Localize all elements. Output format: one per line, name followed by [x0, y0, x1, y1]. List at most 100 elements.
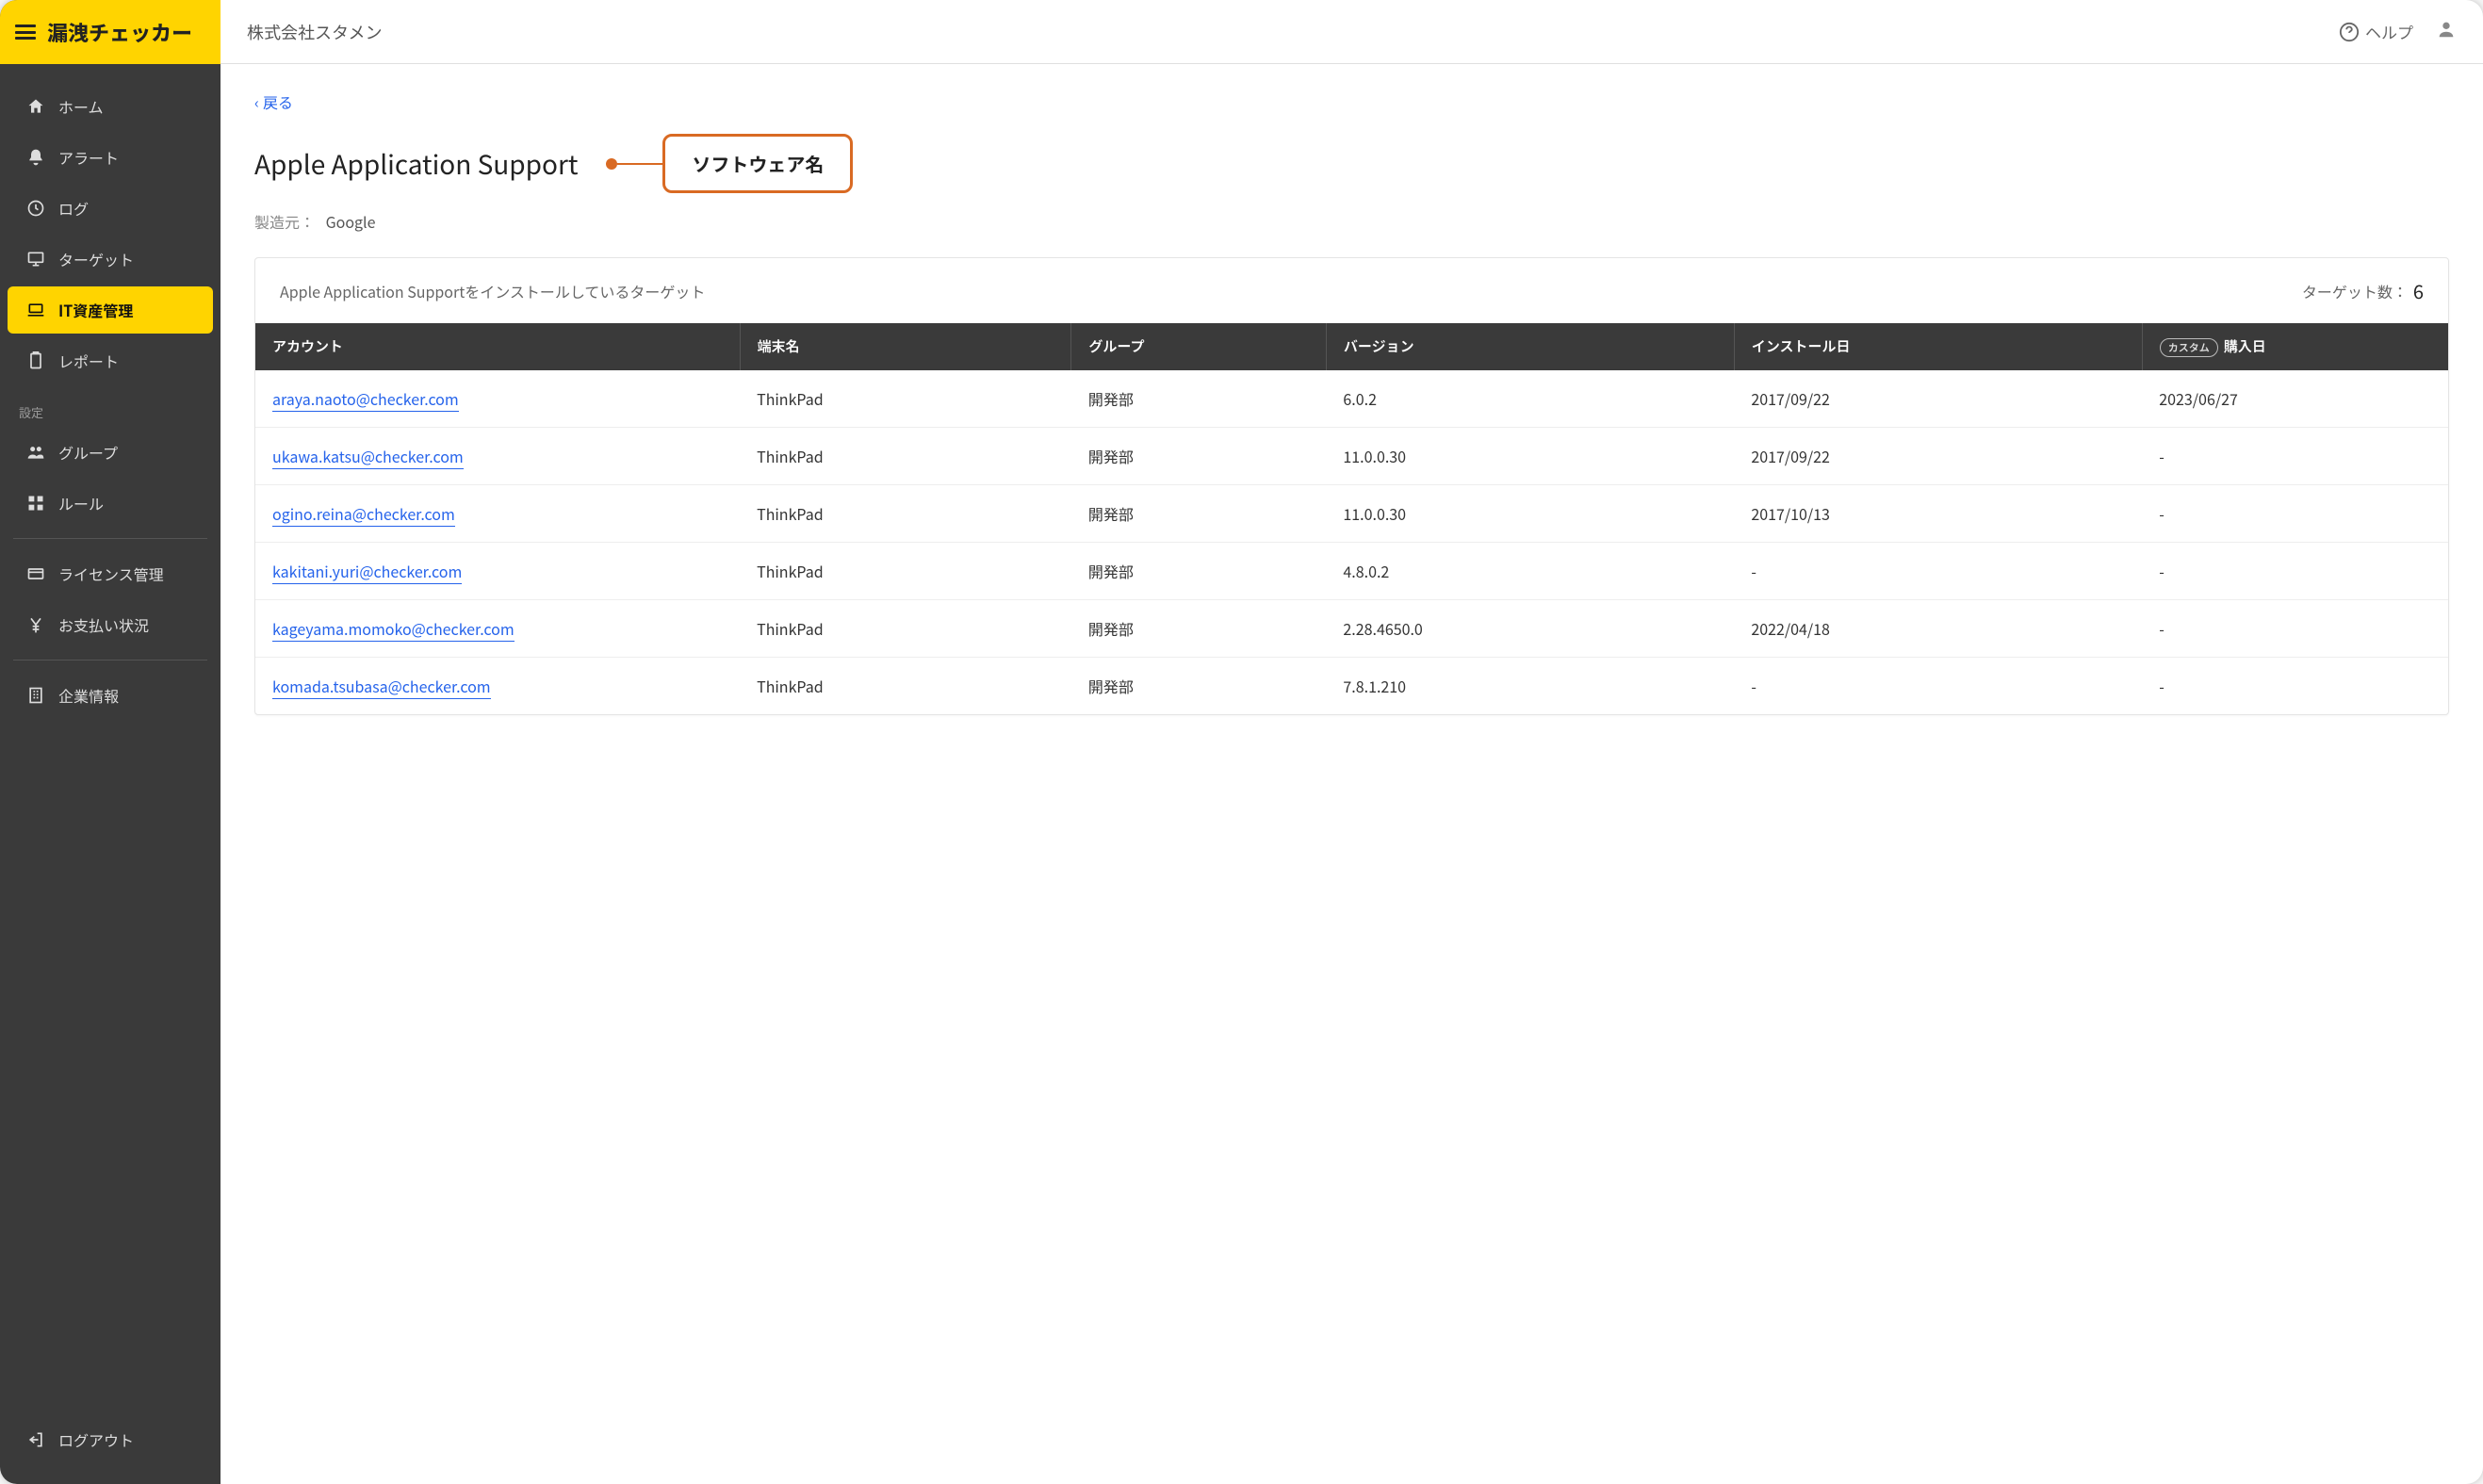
cell-account: komada.tsubasa@checker.com [255, 657, 740, 714]
help-icon [2339, 22, 2360, 42]
sidebar-item-label: 企業情報 [58, 684, 119, 707]
sidebar-nav: ホーム アラート ログ ターゲット IT資産管理 レポート 設 [0, 64, 221, 1484]
column-version[interactable]: バージョン [1326, 323, 1734, 370]
sidebar-item-label: ルール [58, 492, 104, 514]
column-label: 購入日 [2224, 336, 2266, 356]
column-purchase_date[interactable]: カスタム購入日 [2142, 323, 2448, 370]
custom-badge: カスタム [2160, 338, 2218, 357]
org-name: 株式会社スタメン [247, 20, 382, 44]
sidebar-item-label: グループ [58, 441, 118, 464]
cell-group: 開発部 [1071, 657, 1327, 714]
page-title: Apple Application Support [254, 145, 578, 183]
cell-version: 6.0.2 [1326, 370, 1734, 428]
table-row: komada.tsubasa@checker.com ThinkPad開発部7.8… [255, 657, 2448, 714]
cell-install_date: 2017/10/13 [1734, 484, 2142, 542]
yen-icon [26, 615, 45, 634]
sidebar-item-alert[interactable]: アラート [8, 134, 213, 181]
sidebar-item-company[interactable]: 企業情報 [8, 672, 213, 719]
sidebar-item-log[interactable]: ログ [8, 185, 213, 232]
user-menu[interactable] [2436, 19, 2457, 45]
cell-host: ThinkPad [740, 542, 1071, 599]
cell-host: ThinkPad [740, 484, 1071, 542]
callout-dot [606, 158, 617, 170]
count-value: 6 [2413, 277, 2424, 304]
column-account[interactable]: アカウント [255, 323, 740, 370]
account-link[interactable]: ukawa.katsu@checker.com [272, 445, 464, 469]
cell-version: 11.0.0.30 [1326, 484, 1734, 542]
monitor-icon [26, 250, 45, 269]
account-link[interactable]: komada.tsubasa@checker.com [272, 675, 491, 699]
account-link[interactable]: ogino.reina@checker.com [272, 502, 455, 527]
sidebar-item-label: ログ [58, 197, 89, 220]
sidebar-item-target[interactable]: ターゲット [8, 236, 213, 283]
menu-toggle-icon[interactable] [15, 24, 36, 40]
sidebar-item-group[interactable]: グループ [8, 429, 213, 476]
table-row: kageyama.momoko@checker.comThinkPad開発部2.… [255, 599, 2448, 657]
cell-account: ogino.reina@checker.com [255, 484, 740, 542]
topbar: 株式会社スタメン ヘルプ [221, 0, 2483, 64]
cell-account: kageyama.momoko@checker.com [255, 599, 740, 657]
panel-header: Apple Application Support をインストールしているターゲ… [255, 258, 2448, 323]
sidebar-item-it-asset[interactable]: IT資産管理 [8, 286, 213, 334]
table-row: ogino.reina@checker.comThinkPad開発部11.0.0… [255, 484, 2448, 542]
cell-account: kakitani.yuri@checker.com [255, 542, 740, 599]
sidebar-item-label: IT資産管理 [58, 299, 133, 321]
building-icon [26, 686, 45, 705]
cell-group: 開発部 [1071, 542, 1327, 599]
cell-purchase_date: - [2142, 484, 2448, 542]
table-row: kakitani.yuri@checker.com ThinkPad開発部4.8.… [255, 542, 2448, 599]
sidebar-item-payment[interactable]: お支払い状況 [8, 601, 213, 648]
cell-version: 4.8.0.2 [1326, 542, 1734, 599]
column-label: グループ [1088, 336, 1144, 356]
sidebar-item-rule[interactable]: ルール [8, 480, 213, 527]
count-label: ターゲット数： [2302, 280, 2408, 302]
callout-box: ソフトウェア名 [662, 134, 853, 193]
cell-host: ThinkPad [740, 657, 1071, 714]
cell-purchase_date: - [2142, 427, 2448, 484]
sidebar-item-label: ログアウト [58, 1428, 134, 1451]
table-row: araya.naoto@checker.comThinkPad開発部6.0.22… [255, 370, 2448, 428]
sidebar-item-label: ライセンス管理 [58, 563, 164, 585]
panel-caption-suffix: をインストールしているターゲット [465, 280, 705, 302]
cell-purchase_date: - [2142, 542, 2448, 599]
column-host[interactable]: 端末名 [740, 323, 1071, 370]
cell-version: 7.8.1.210 [1326, 657, 1734, 714]
column-label: アカウント [272, 336, 343, 356]
content: ‹ 戻る Apple Application Support ソフトウェア名 製… [221, 64, 2483, 1484]
laptop-icon [26, 301, 45, 319]
table-row: ukawa.katsu@checker.comThinkPad開発部11.0.0… [255, 427, 2448, 484]
help-link[interactable]: ヘルプ [2339, 20, 2413, 43]
column-label: インストール日 [1752, 336, 1851, 356]
cell-install_date: - [1734, 657, 2142, 714]
cell-install_date: 2022/04/18 [1734, 599, 2142, 657]
manufacturer-value: Google [326, 210, 376, 233]
clipboard-icon [26, 351, 45, 370]
callout-line [617, 163, 662, 165]
main-area: 株式会社スタメン ヘルプ ‹ 戻る Apple Application Supp… [221, 0, 2483, 1484]
account-link[interactable]: kakitani.yuri@checker.com [272, 560, 462, 584]
chevron-left-icon: ‹ [254, 90, 259, 113]
sidebar-item-home[interactable]: ホーム [8, 83, 213, 130]
cell-group: 開発部 [1071, 599, 1327, 657]
manufacturer-label: 製造元： [254, 210, 315, 233]
sidebar-item-license[interactable]: ライセンス管理 [8, 550, 213, 597]
cell-version: 11.0.0.30 [1326, 427, 1734, 484]
column-install_date[interactable]: インストール日 [1734, 323, 2142, 370]
column-group[interactable]: グループ [1071, 323, 1327, 370]
cell-purchase_date: 2023/06/27 [2142, 370, 2448, 428]
brand-title: 漏洩チェッカー [47, 17, 192, 47]
sidebar-item-report[interactable]: レポート [8, 337, 213, 384]
cell-host: ThinkPad [740, 599, 1071, 657]
table-head: アカウント 端末名グループ バージョンインストール日 カスタム購入日 [255, 323, 2448, 370]
sidebar-item-logout[interactable]: ログアウト [8, 1416, 213, 1463]
account-link[interactable]: kageyama.momoko@checker.com [272, 617, 515, 642]
account-link[interactable]: araya.naoto@checker.com [272, 387, 459, 412]
back-link[interactable]: ‹ 戻る [254, 90, 293, 113]
history-icon [26, 199, 45, 218]
manufacturer-row: 製造元： Google [254, 210, 2449, 233]
sidebar-item-label: ホーム [58, 95, 104, 118]
cell-install_date: - [1734, 542, 2142, 599]
logout-icon [26, 1430, 45, 1449]
bell-icon [26, 148, 45, 167]
home-icon [26, 97, 45, 116]
